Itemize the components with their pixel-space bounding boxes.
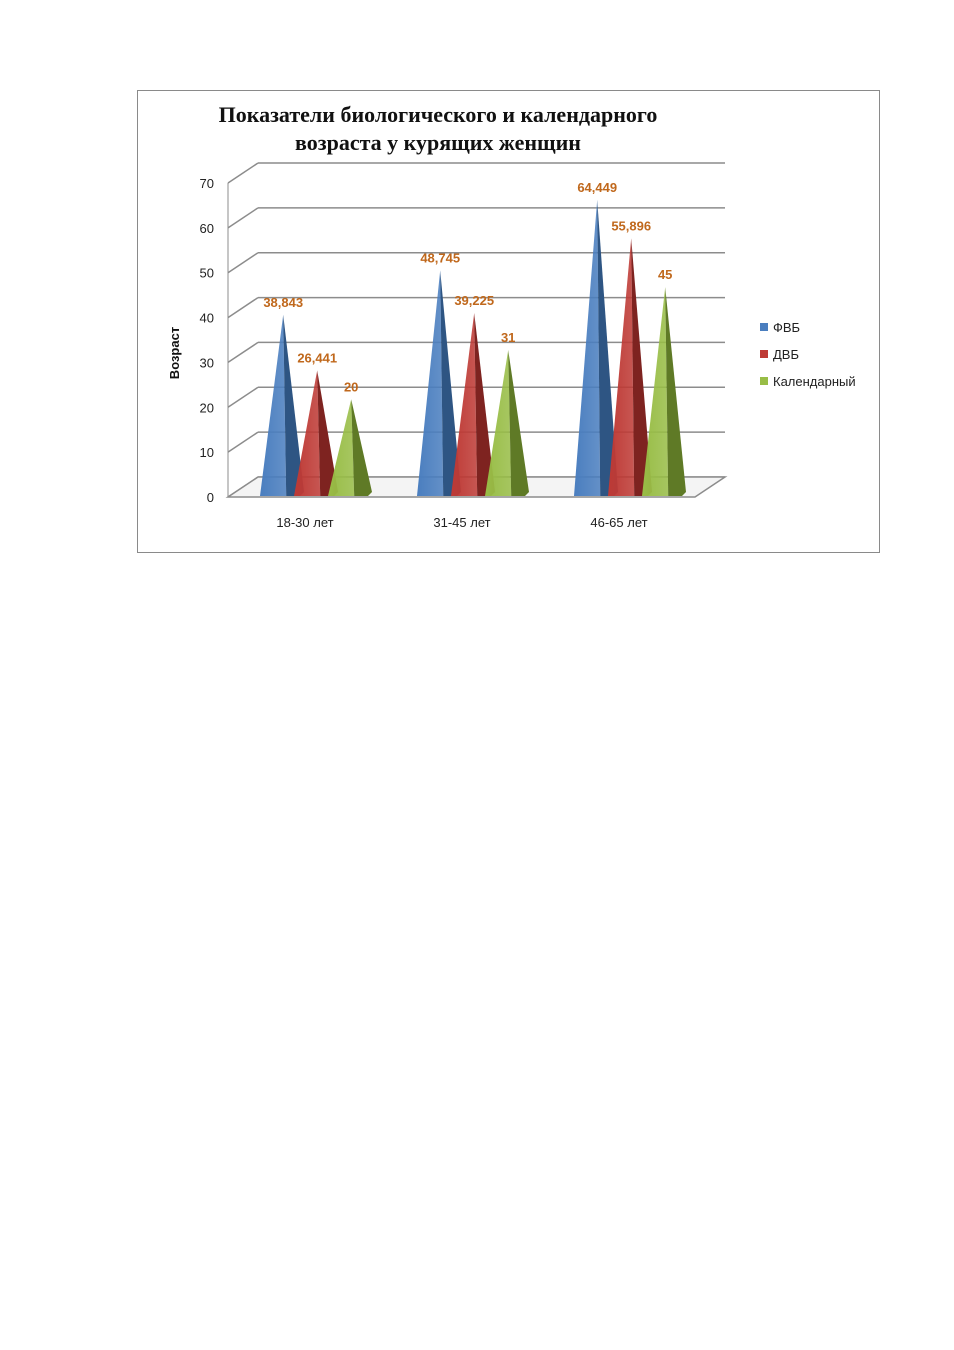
- pyramid-ДВБ-18-30 лет-front: [294, 370, 321, 496]
- pyramid-Календарный-18-30 лет-front: [328, 399, 355, 496]
- gridline-side: [227, 431, 259, 453]
- legend-label-Календарный: Календарный: [773, 374, 856, 389]
- data-label: 48,745: [420, 250, 460, 265]
- gridline-side: [227, 341, 259, 364]
- pyramid-Календарный-31-45 лет-side: [508, 349, 529, 496]
- pyramid-ФВБ-18-30 лет-side: [283, 314, 304, 496]
- y-tick-label: 70: [200, 176, 214, 191]
- y-tick-label: 30: [200, 355, 214, 370]
- y-tick-label: 20: [200, 400, 214, 415]
- y-axis-label: Возраст: [167, 327, 182, 379]
- x-tick-label: 46-65 лет: [590, 515, 647, 530]
- data-label: 39,225: [454, 293, 494, 308]
- pyramid-ДВБ-31-45 лет-side: [474, 313, 495, 496]
- chart-frame: Показатели биологического и календарного…: [137, 90, 880, 553]
- chart-title: Показатели биологического и календарного…: [138, 101, 738, 157]
- data-label: 20: [344, 379, 358, 394]
- data-label: 45: [658, 267, 672, 282]
- data-label: 38,843: [263, 295, 303, 310]
- pyramid-ДВБ-46-65 лет-side: [631, 238, 652, 496]
- pyramid-Календарный-46-65 лет-front: [642, 287, 669, 496]
- y-tick-label: 10: [200, 445, 214, 460]
- legend-swatch-Календарный: [760, 377, 768, 385]
- legend-label-ФВБ: ФВБ: [773, 320, 800, 335]
- y-tick-label: 50: [200, 266, 214, 281]
- gridline-side: [227, 207, 259, 229]
- legend-swatch-ДВБ: [760, 350, 768, 358]
- gridline-side: [227, 386, 259, 408]
- gridline-side: [227, 162, 259, 184]
- x-tick-label: 31-45 лет: [433, 515, 490, 530]
- pyramid-Календарный-31-45 лет-front: [485, 349, 512, 496]
- gridline-side: [227, 252, 259, 274]
- y-tick-label: 60: [200, 221, 214, 236]
- x-tick-label: 18-30 лет: [276, 515, 333, 530]
- data-label: 55,896: [611, 218, 651, 233]
- pyramid-ДВБ-46-65 лет-front: [608, 238, 635, 496]
- legend-label-ДВБ: ДВБ: [773, 347, 799, 362]
- pyramid-ФВБ-31-45 лет-front: [417, 270, 444, 496]
- legend-swatch-ФВБ: [760, 323, 768, 331]
- gridline-side: [227, 296, 259, 319]
- pyramid-Календарный-18-30 лет-side: [351, 399, 372, 496]
- pyramid-Календарный-46-65 лет-side: [665, 287, 686, 496]
- chart-title-line-2: возраста у курящих женщин: [295, 130, 581, 155]
- chart-plot: 0 10 20 30 40 50 60 70 Возраст 38,843 26,441 20 18-3…: [167, 162, 856, 530]
- y-tick-label: 0: [207, 490, 214, 505]
- pyramid-ДВБ-31-45 лет-front: [451, 313, 478, 496]
- y-tick-label: 40: [200, 311, 214, 326]
- chart-title-line-1: Показатели биологического и календарного: [218, 102, 658, 127]
- pyramid-ФВБ-31-45 лет-side: [440, 270, 461, 496]
- pyramid-ДВБ-18-30 лет-side: [317, 370, 338, 496]
- data-label: 26,441: [297, 350, 337, 365]
- pyramid-ФВБ-18-30 лет-front: [260, 314, 287, 496]
- data-label: 64,449: [577, 180, 617, 195]
- pyramid-ФВБ-46-65 лет-side: [597, 199, 618, 496]
- data-label: 31: [501, 330, 515, 345]
- pyramid-ФВБ-46-65 лет-front: [574, 199, 601, 496]
